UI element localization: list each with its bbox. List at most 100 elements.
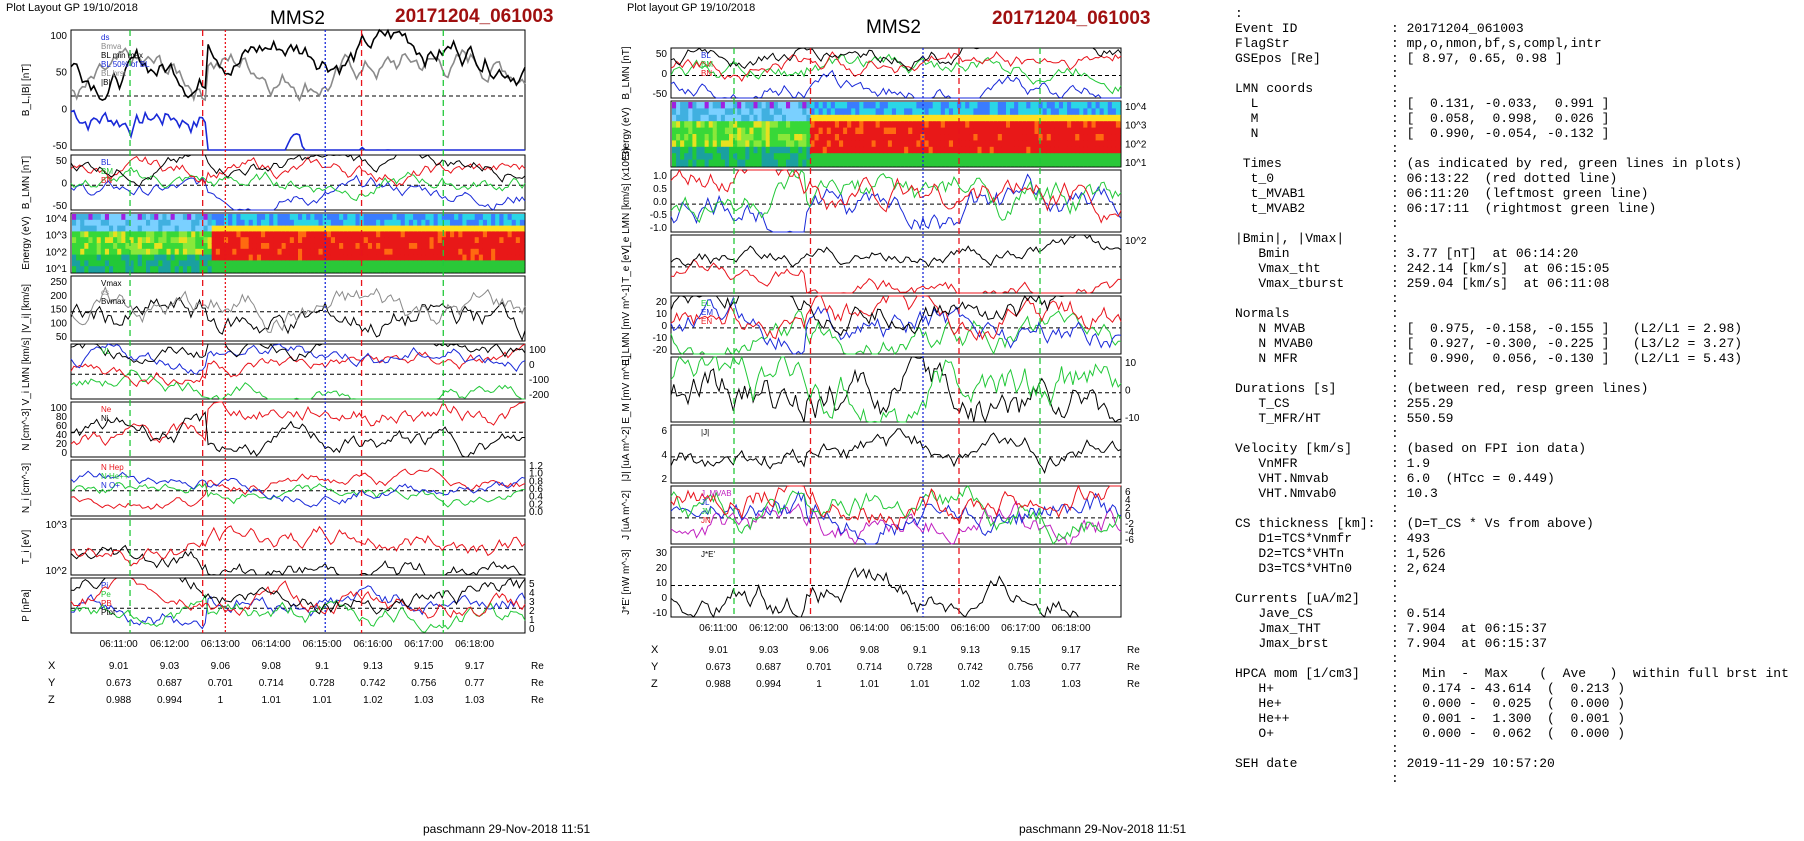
energy-spectrogram: [883, 134, 889, 141]
energy-spectrogram: [1038, 121, 1044, 129]
energy-spectrogram: [445, 214, 451, 221]
energy-spectrogram: [474, 243, 480, 250]
energy-spectrogram: [228, 225, 233, 232]
energy-spectrogram: [822, 102, 828, 109]
energy-spectrogram: [174, 254, 180, 261]
y-tick-label: 50: [56, 156, 68, 167]
coord-value: 0.728: [310, 678, 335, 689]
energy-spectrogram: [733, 102, 738, 109]
energy-spectrogram: [351, 231, 357, 238]
mid-spacecraft-title: MMS2: [866, 17, 921, 38]
energy-spectrogram: [88, 237, 94, 244]
energy-spectrogram: [302, 260, 307, 267]
energy-spectrogram: [745, 159, 750, 167]
energy-spectrogram: [388, 231, 394, 238]
energy-spectrogram: [363, 266, 369, 273]
energy-spectrogram: [195, 214, 200, 221]
energy-spectrogram: [265, 243, 270, 250]
energy-spectrogram: [818, 114, 824, 122]
energy-spectrogram: [924, 114, 930, 122]
energy-spectrogram: [867, 102, 873, 109]
energy-spectrogram: [839, 108, 844, 116]
energy-spectrogram: [830, 102, 836, 109]
energy-spectrogram: [1103, 140, 1109, 148]
coord-value: 9.08: [261, 661, 281, 672]
energy-spectrogram: [117, 237, 122, 244]
energy-spectrogram: [478, 231, 484, 238]
energy-spectrogram: [388, 214, 394, 221]
energy-spectrogram: [724, 114, 730, 122]
energy-spectrogram: [244, 214, 250, 221]
y-tick-label-right: 0.2: [529, 499, 543, 510]
energy-spectrogram: [1083, 121, 1088, 129]
energy-spectrogram: [753, 127, 759, 135]
energy-spectrogram: [777, 140, 783, 148]
energy-spectrogram: [367, 219, 373, 227]
energy-spectrogram: [1071, 159, 1076, 167]
energy-spectrogram: [154, 219, 159, 227]
energy-spectrogram: [973, 153, 979, 161]
energy-spectrogram: [191, 214, 196, 221]
energy-spectrogram: [285, 237, 291, 244]
energy-spectrogram: [932, 153, 938, 161]
y-tick-label: 80: [56, 412, 68, 423]
energy-spectrogram: [129, 225, 135, 232]
energy-spectrogram: [421, 219, 426, 227]
energy-spectrogram: [1063, 102, 1068, 109]
energy-spectrogram: [1030, 108, 1036, 116]
energy-spectrogram: [166, 254, 172, 261]
energy-spectrogram: [924, 146, 930, 154]
energy-spectrogram: [802, 153, 807, 161]
energy-spectrogram: [355, 219, 361, 227]
energy-spectrogram: [76, 254, 81, 261]
energy-spectrogram: [228, 260, 233, 267]
energy-spectrogram: [195, 225, 200, 232]
energy-spectrogram: [1026, 108, 1031, 116]
energy-spectrogram: [936, 102, 942, 109]
energy-spectrogram: [818, 108, 824, 116]
y-tick-label: -0.5: [650, 210, 668, 221]
energy-spectrogram: [871, 134, 877, 141]
energy-spectrogram: [384, 214, 389, 221]
energy-spectrogram: [141, 214, 147, 221]
energy-spectrogram: [433, 237, 439, 244]
energy-spectrogram: [794, 140, 799, 148]
energy-spectrogram: [117, 260, 122, 267]
energy-spectrogram: [224, 231, 229, 238]
energy-spectrogram: [248, 260, 254, 267]
energy-spectrogram: [761, 146, 767, 154]
energy-spectrogram: [761, 102, 767, 109]
energy-spectrogram: [940, 102, 946, 109]
energy-spectrogram: [326, 231, 332, 238]
energy-spectrogram: [883, 121, 889, 129]
energy-spectrogram: [466, 214, 472, 221]
series-line: [70, 470, 526, 508]
energy-spectrogram: [162, 219, 168, 227]
energy-spectrogram: [100, 243, 106, 250]
energy-spectrogram: [936, 121, 942, 129]
info-line: O+ : 0.000 - 0.062 ( 0.000 ): [1235, 726, 1626, 741]
energy-spectrogram: [281, 214, 287, 221]
energy-spectrogram: [1050, 146, 1056, 154]
coord-value: 9.06: [211, 661, 231, 672]
energy-spectrogram: [1083, 108, 1088, 116]
energy-spectrogram: [109, 260, 114, 267]
energy-spectrogram: [953, 114, 958, 122]
energy-spectrogram: [704, 140, 710, 148]
energy-spectrogram: [953, 134, 958, 141]
energy-spectrogram: [1030, 121, 1036, 129]
energy-spectrogram: [293, 231, 299, 238]
energy-spectrogram: [511, 237, 517, 244]
energy-spectrogram: [408, 225, 414, 232]
energy-spectrogram: [392, 254, 398, 261]
energy-spectrogram: [462, 237, 468, 244]
energy-spectrogram: [219, 266, 225, 273]
energy-spectrogram: [343, 254, 348, 261]
energy-spectrogram: [708, 140, 714, 148]
energy-spectrogram: [174, 260, 180, 267]
legend-entry: Bvmax: [101, 297, 125, 306]
energy-spectrogram: [724, 153, 730, 161]
energy-spectrogram: [1038, 114, 1044, 122]
energy-spectrogram: [351, 214, 357, 221]
coord-value: 0.687: [756, 662, 781, 673]
